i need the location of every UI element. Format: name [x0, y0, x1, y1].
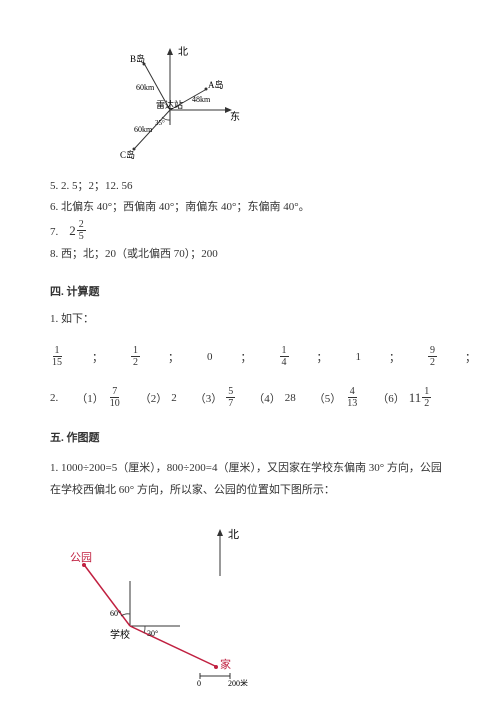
- fraction-item: 115: [50, 345, 64, 368]
- b-dist-label: 60km: [136, 83, 155, 92]
- separator: ；: [241, 349, 252, 365]
- answer-7: 7. 2 2 5: [50, 219, 450, 242]
- home-angle-label: 30°: [147, 629, 158, 638]
- home-label: 家: [220, 657, 231, 671]
- fraction-item: 14: [280, 345, 289, 368]
- answer-5: 5. 2. 5；2；12. 56: [50, 178, 450, 195]
- radar-diagram: 北 东 A岛 48km B岛 60km C岛 60km 35° 雷达站: [100, 40, 450, 163]
- park-angle-label: 60°: [110, 609, 121, 618]
- answer-8: 8. 西；北；20（或北偏西 70）；200: [50, 246, 450, 263]
- b-island-label: B岛: [130, 53, 145, 64]
- school-label: 学校: [110, 628, 130, 641]
- q2-item: （1）710: [76, 386, 122, 409]
- q2-row: 2. （1）710 （2）2 （3）57 （4）28 （5）413 （6）1112: [50, 386, 450, 409]
- north-label: 北: [178, 46, 188, 58]
- c-island-label: C岛: [120, 149, 135, 160]
- fraction-item: 92: [428, 345, 437, 368]
- q2-item: （4）28: [253, 390, 296, 406]
- scale-zero: 0: [197, 679, 201, 686]
- separator: ；: [465, 349, 476, 365]
- q1-label: 1. 如下：: [50, 311, 450, 328]
- north-label-2: 北: [228, 528, 239, 541]
- position-diagram: 北 公园 60° 家 30° 学校 0 200米: [50, 516, 450, 689]
- problem-1-text: 1. 1000÷200=5（厘米），800÷200=4（厘米），又因家在学校东偏…: [50, 457, 450, 501]
- q2-item: （5）413: [314, 386, 360, 409]
- fraction-item: 12: [131, 345, 140, 368]
- fraction-row: 115；12；0；14；1；92；16；14；120: [50, 345, 450, 368]
- east-label: 东: [230, 110, 240, 123]
- section-4-header: 四. 计算题: [50, 283, 450, 299]
- separator: ；: [92, 349, 103, 365]
- mixed-fraction: 2 2 5: [69, 219, 86, 242]
- answer-6: 6. 北偏东 40°；西偏南 40°；南偏东 40°；东偏南 40°。: [50, 199, 450, 216]
- q2-item: （2）2: [140, 390, 177, 406]
- a-island-label: A岛: [208, 79, 224, 90]
- section-5-header: 五. 作图题: [50, 429, 450, 445]
- c-dist-label: 60km: [134, 125, 153, 134]
- c-angle-label: 35°: [155, 119, 165, 127]
- park-label: 公园: [70, 551, 92, 564]
- separator: ；: [168, 349, 179, 365]
- fraction-item: 0: [207, 351, 213, 363]
- answer-7-prefix: 7.: [50, 226, 58, 238]
- center-label: 雷达站: [156, 99, 183, 110]
- q2-item: （6）1112: [377, 386, 431, 409]
- fraction-item: 1: [356, 351, 362, 363]
- separator: ；: [317, 349, 328, 365]
- a-dist-label: 48km: [192, 95, 211, 104]
- separator: ；: [389, 349, 400, 365]
- q2-item: （3）57: [195, 386, 236, 409]
- q2-prefix: 2.: [50, 392, 58, 404]
- scale-end: 200米: [228, 678, 248, 686]
